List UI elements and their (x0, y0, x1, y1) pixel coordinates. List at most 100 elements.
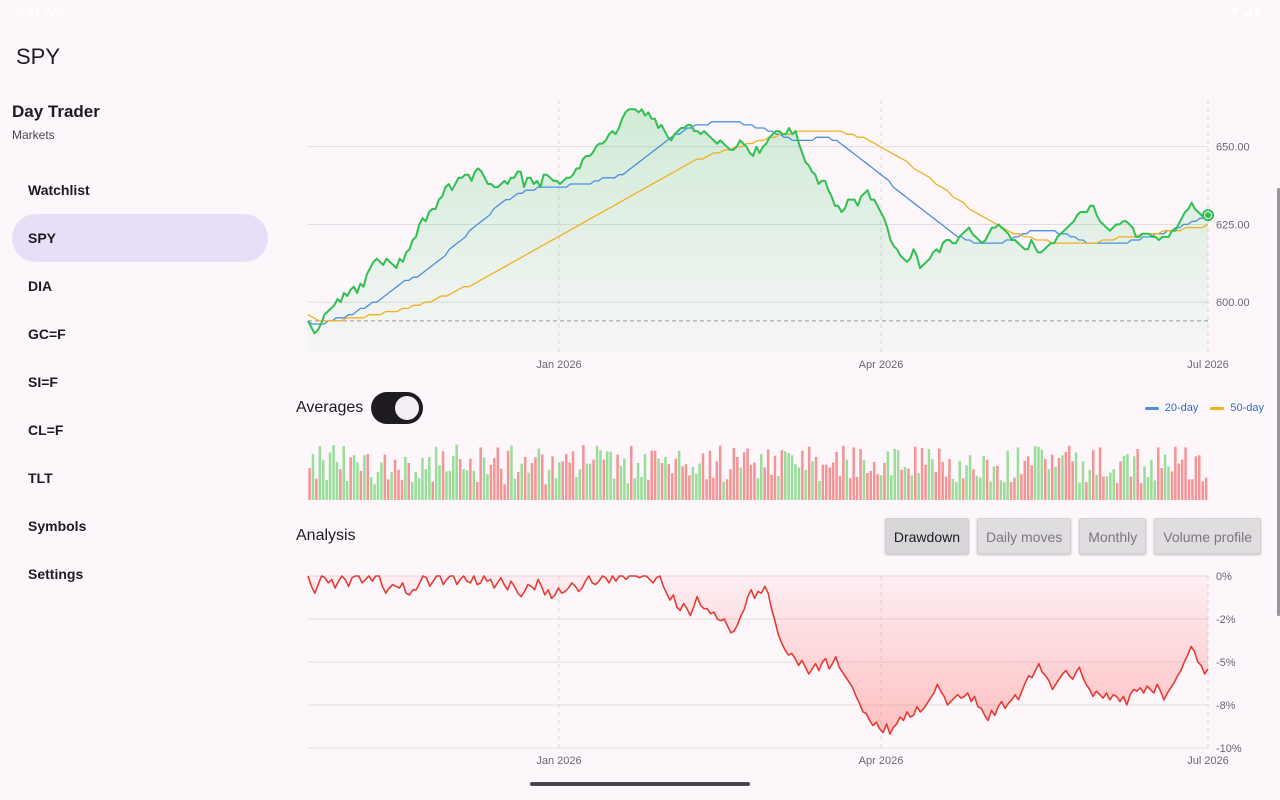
volume-bar (838, 475, 842, 500)
volume-bar (345, 481, 349, 500)
volume-bar (1003, 482, 1006, 500)
volume-bar (411, 482, 414, 500)
volume-bar (924, 464, 927, 500)
volume-bar (660, 463, 664, 500)
sidebar-item-spy[interactable]: SPY (12, 214, 268, 262)
volume-bar (890, 475, 893, 500)
sidebar-item-dia[interactable]: DIA (28, 278, 53, 294)
home-indicator[interactable] (530, 782, 750, 786)
volume-bar (1187, 479, 1191, 500)
volume-bar (1129, 476, 1133, 500)
volume-bar (1044, 459, 1047, 500)
volume-bar (612, 478, 616, 500)
legend-item-50-day: 50-day (1210, 402, 1264, 414)
tab-daily-moves[interactable]: Daily moves (977, 518, 1072, 554)
volume-bar (544, 484, 547, 500)
volume-bar (366, 454, 370, 500)
volume-bar (1204, 477, 1208, 500)
volume-bar (476, 482, 479, 500)
volume-bar (1102, 476, 1105, 500)
x-tick-label: Jan 2026 (536, 755, 581, 767)
volume-bar (537, 448, 541, 500)
volume-bar (958, 460, 962, 500)
volume-bar (434, 446, 438, 500)
sidebar-item-si-f[interactable]: SI=F (28, 374, 58, 390)
volume-bar (746, 448, 749, 500)
page-title: SPY (16, 44, 61, 69)
volume-bar (982, 455, 985, 500)
volume-bar (328, 452, 332, 500)
volume-bar (397, 469, 400, 500)
volume-bar (1170, 471, 1174, 500)
volume-bar (996, 465, 999, 500)
scrollbar[interactable] (1277, 188, 1280, 616)
volume-bar (1085, 482, 1088, 500)
volume-bar (992, 466, 996, 500)
y-tick-label: 650.00 (1216, 142, 1250, 154)
volume-bar (530, 463, 534, 500)
y-tick-label: -10% (1216, 743, 1242, 755)
sidebar-item-settings[interactable]: Settings (28, 566, 84, 582)
sidebar-item-cl-f[interactable]: CL=F (28, 422, 64, 438)
drawdown-chart[interactable]: 0% -2% -5% -8% -10% Jan 2026 Apr 2026 Jul 2026 (307, 571, 1242, 767)
volume-bar (465, 470, 469, 500)
volume-bar (1184, 447, 1187, 500)
volume-bar (1163, 454, 1167, 500)
sidebar-nav: Watchlist SPY DIA GC=F SI=F CL=F TLT Sym… (12, 166, 268, 598)
tab-monthly[interactable]: Monthly (1079, 518, 1147, 554)
volume-bar (404, 456, 407, 500)
volume-bar (999, 480, 1003, 500)
volume-bar (1026, 456, 1030, 500)
sidebar-item-tlt[interactable]: TLT (28, 470, 53, 486)
volume-bar (869, 470, 873, 500)
volume-bar (821, 464, 825, 500)
volume-bar (859, 449, 862, 500)
volume-bar (753, 462, 756, 500)
volume-bar (387, 479, 390, 500)
sidebar-item-watchlist[interactable]: Watchlist (28, 182, 90, 198)
volume-bar (876, 474, 879, 500)
y-tick-label: 625.00 (1216, 219, 1250, 231)
volume-chart (308, 444, 1208, 500)
averages-toggle[interactable] (371, 392, 423, 424)
status-bar: 9:41 AM ▼◢▮ (0, 0, 1280, 24)
y-tick-label: -2% (1216, 614, 1236, 626)
status-icons: ▼◢▮ (1229, 6, 1264, 18)
volume-bar (760, 454, 763, 500)
volume-bar (872, 461, 876, 500)
ma-line-20-day (307, 121, 1208, 325)
volume-bar (794, 464, 797, 500)
volume-bar (1016, 447, 1020, 500)
volume-bar (1040, 449, 1044, 500)
tab-drawdown[interactable]: Drawdown (884, 518, 969, 554)
volume-bar (766, 449, 770, 500)
volume-bar (479, 447, 482, 500)
last-price-dot (1205, 212, 1211, 219)
x-tick-label: Apr 2026 (859, 755, 904, 767)
volume-bar (907, 468, 910, 500)
price-chart[interactable]: 600.00 625.00 650.00 Jan 2026 Apr 2026 Jul 20… (307, 100, 1250, 371)
volume-bar (893, 449, 897, 500)
volume-bar (462, 469, 465, 500)
volume-bar (356, 462, 359, 500)
volume-bar (1146, 477, 1150, 500)
volume-bar (1112, 469, 1116, 500)
volume-bar (920, 447, 924, 500)
volume-bar (363, 455, 366, 500)
sidebar-item-gc-f[interactable]: GC=F (28, 326, 66, 342)
volume-bar (1013, 477, 1016, 500)
tab-volume-profile[interactable]: Volume profile (1154, 518, 1261, 554)
volume-bar (424, 469, 428, 500)
sidebar-item-symbols[interactable]: Symbols (28, 518, 87, 534)
volume-bar (1054, 467, 1057, 500)
volume-bar (376, 472, 380, 500)
price-area (308, 109, 1208, 352)
volume-bar (619, 465, 623, 500)
volume-bar (975, 475, 979, 500)
volume-bar (369, 477, 373, 500)
x-tick-label: Jul 2026 (1187, 359, 1229, 371)
analysis-label: Analysis (296, 527, 356, 544)
volume-bar (729, 469, 732, 500)
volume-bar (438, 465, 441, 500)
volume-bar (616, 454, 619, 500)
